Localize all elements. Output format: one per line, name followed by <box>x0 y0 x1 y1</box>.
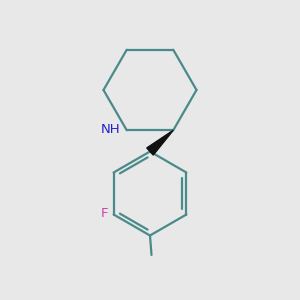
Text: F: F <box>101 207 108 220</box>
Polygon shape <box>147 130 173 155</box>
Text: NH: NH <box>100 123 120 136</box>
